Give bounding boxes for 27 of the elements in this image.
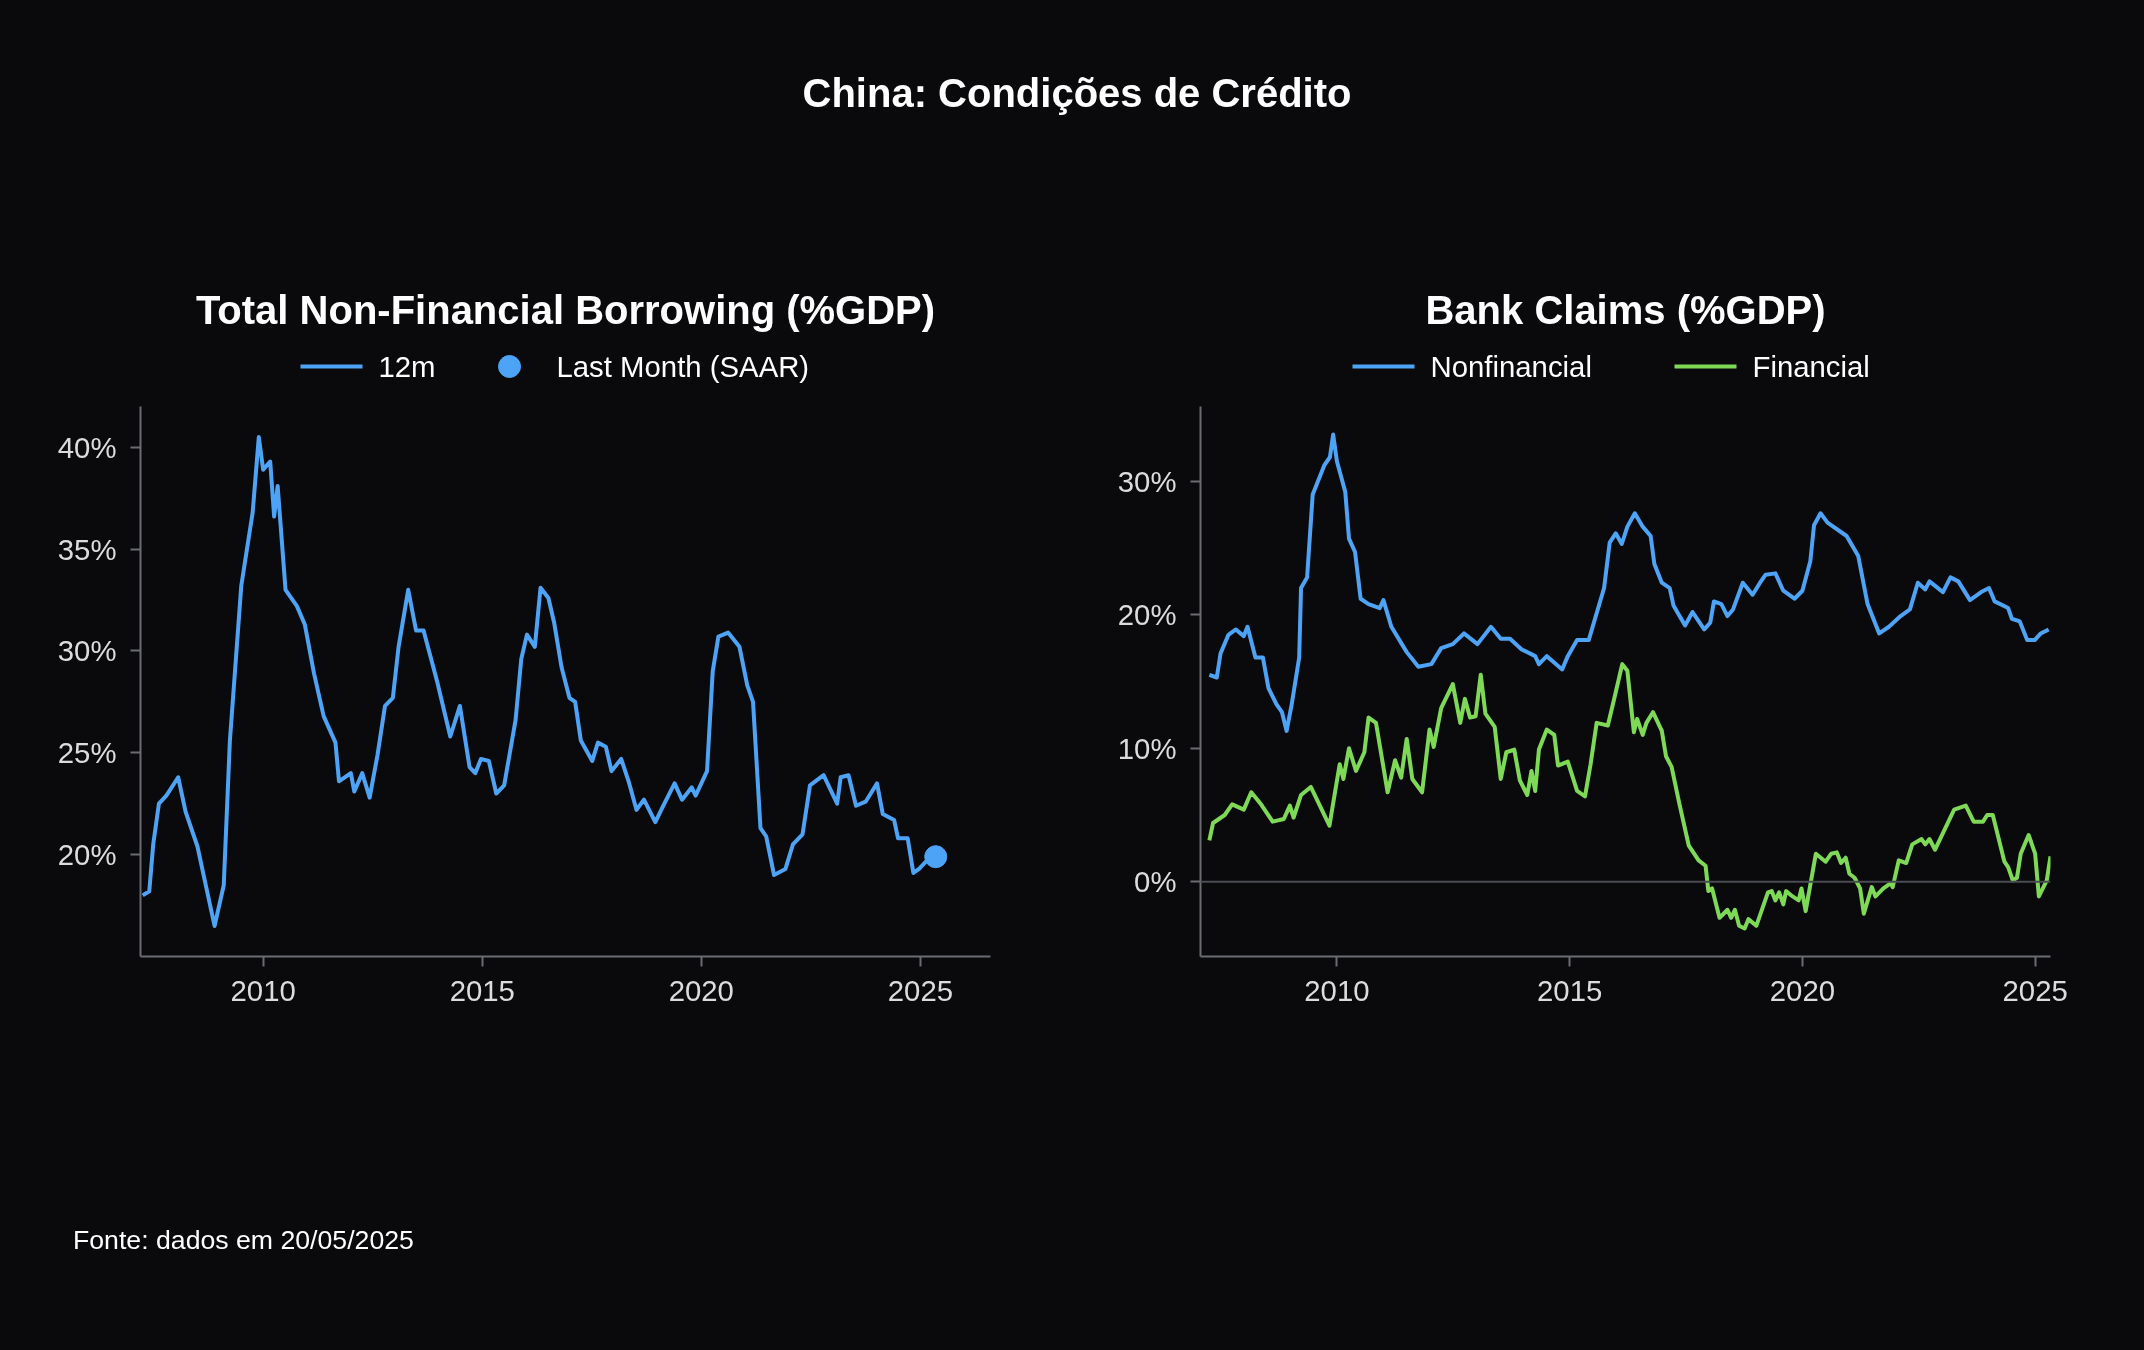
x-tick-label: 2015	[1537, 973, 1603, 1007]
source-note: Fonte: dados em 20/05/2025	[73, 1224, 414, 1257]
y-tick-label: 20%	[1117, 598, 1177, 632]
legend-label: Last Month (SAAR)	[556, 350, 810, 383]
x-tick-label: 2015	[449, 973, 515, 1007]
legend-label: Nonfinancial	[1430, 350, 1592, 383]
y-tick-label: 40%	[57, 430, 117, 464]
y-tick-label: 30%	[57, 634, 117, 668]
text: China: Condições de Crédito	[802, 70, 1352, 117]
chart-title: Total Non-Financial Borrowing (%GDP)	[195, 287, 936, 332]
y-tick-label: 30%	[1117, 464, 1177, 498]
x-tick-label: 2020	[668, 973, 734, 1007]
chart-title: Bank Claims (%GDP)	[1425, 287, 1826, 332]
legend-label: Financial	[1752, 350, 1870, 383]
x-tick-label: 2025	[2002, 973, 2068, 1007]
x-tick-label: 2020	[1769, 973, 1836, 1007]
y-tick-label: 35%	[57, 532, 117, 566]
y-tick-label: 10%	[1117, 731, 1177, 765]
y-tick-label: 0%	[1134, 865, 1177, 899]
y-tick-label: 20%	[57, 838, 117, 872]
x-tick-label: 2010	[1304, 973, 1370, 1007]
y-tick-label: 25%	[57, 736, 117, 770]
line-series	[1207, 662, 2051, 931]
x-tick-label: 2025	[887, 973, 954, 1007]
legend-label: 12m	[378, 350, 436, 383]
line-series	[1207, 432, 2051, 733]
x-tick-label: 2010	[230, 973, 296, 1007]
